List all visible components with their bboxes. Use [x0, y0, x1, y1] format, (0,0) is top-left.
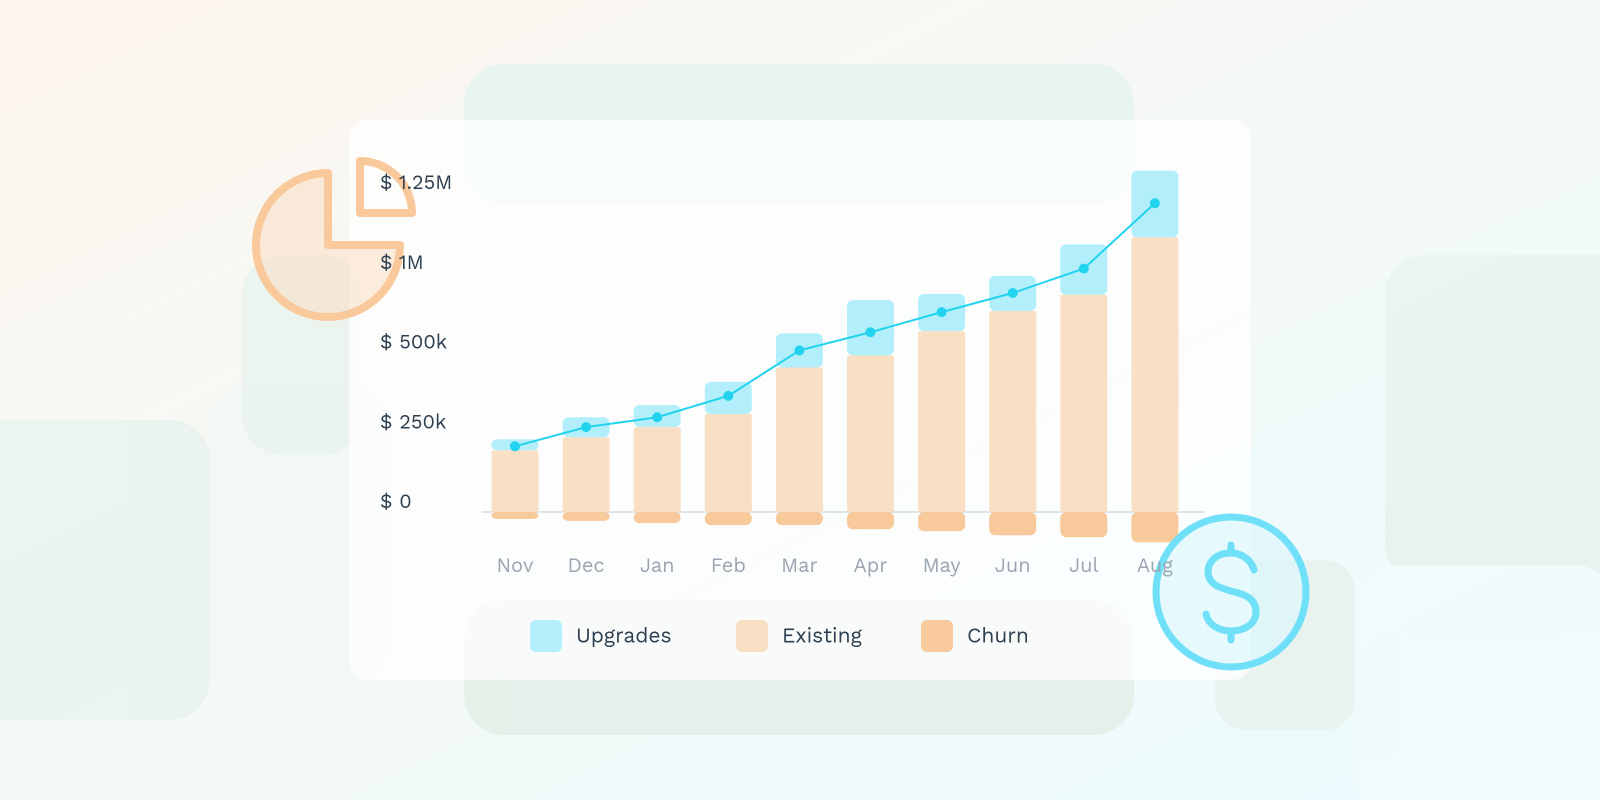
- existing-bar: [491, 450, 539, 512]
- legend-label: Upgrades: [576, 623, 672, 648]
- churn-bar: [847, 512, 894, 530]
- x-tick-label: Jun: [995, 553, 1031, 577]
- line: [514, 202, 1156, 448]
- line-point: [510, 441, 520, 452]
- legend-swatch: [921, 620, 953, 652]
- existing-bar: [562, 437, 610, 512]
- existing-bar: [847, 355, 894, 512]
- x-tick-label: Jan: [640, 553, 675, 577]
- existing-bar: [704, 414, 752, 512]
- x-tick-label: Nov: [497, 553, 535, 577]
- pie-icon: [252, 157, 416, 321]
- existing-bar: [1131, 237, 1179, 512]
- line-point: [581, 422, 592, 433]
- x-tick-label: Apr: [854, 553, 888, 577]
- legend-swatch: [736, 620, 768, 652]
- existing-bar: [918, 331, 966, 512]
- existing-bar: [633, 427, 681, 512]
- x-tick-label: Aug: [1137, 553, 1173, 577]
- line-point: [936, 307, 947, 318]
- x-tick-label: Feb: [711, 553, 746, 577]
- y-tick-label: $ 0: [380, 489, 412, 513]
- churn-bar: [633, 512, 681, 524]
- line-point: [1078, 263, 1089, 274]
- y-tick-label: $ 1M: [380, 250, 424, 274]
- existing-bar: [989, 311, 1037, 512]
- legend-swatch: [530, 620, 562, 652]
- y-tick-label: $ 250k: [380, 409, 446, 433]
- dollar-icon: [1152, 513, 1310, 671]
- line-point: [865, 327, 876, 338]
- x-tick-label: Dec: [568, 553, 605, 577]
- churn-bar: [918, 512, 966, 532]
- existing-bar: [1060, 294, 1108, 512]
- y-tick-label: $ 1.25M: [380, 170, 452, 194]
- x-tick-label: May: [923, 553, 962, 577]
- churn-bar: [491, 512, 539, 520]
- y-tick-label: $ 500k: [380, 330, 447, 354]
- existing-bar: [775, 367, 823, 512]
- churn-bar: [1060, 512, 1108, 538]
- line-point: [794, 345, 805, 356]
- churn-bar: [562, 512, 610, 521]
- line-point: [1007, 288, 1018, 299]
- churn-bar: [775, 512, 823, 526]
- churn-bar: [704, 512, 752, 526]
- line-point: [1149, 198, 1160, 209]
- churn-bar: [1131, 512, 1179, 543]
- line-point: [723, 390, 734, 401]
- x-tick-label: Jul: [1069, 553, 1099, 577]
- plot: [482, 170, 1205, 543]
- legend-label: Churn: [967, 623, 1029, 648]
- line-point: [652, 412, 663, 423]
- x-tick-label: Mar: [781, 553, 817, 577]
- labels: $ 0 $ 250k $ 500k $ 1M $ 1.25M Nov Dec Jan Feb Ma…: [380, 170, 1173, 652]
- churn-bar: [989, 512, 1037, 536]
- legend-label: Existing: [782, 623, 863, 648]
